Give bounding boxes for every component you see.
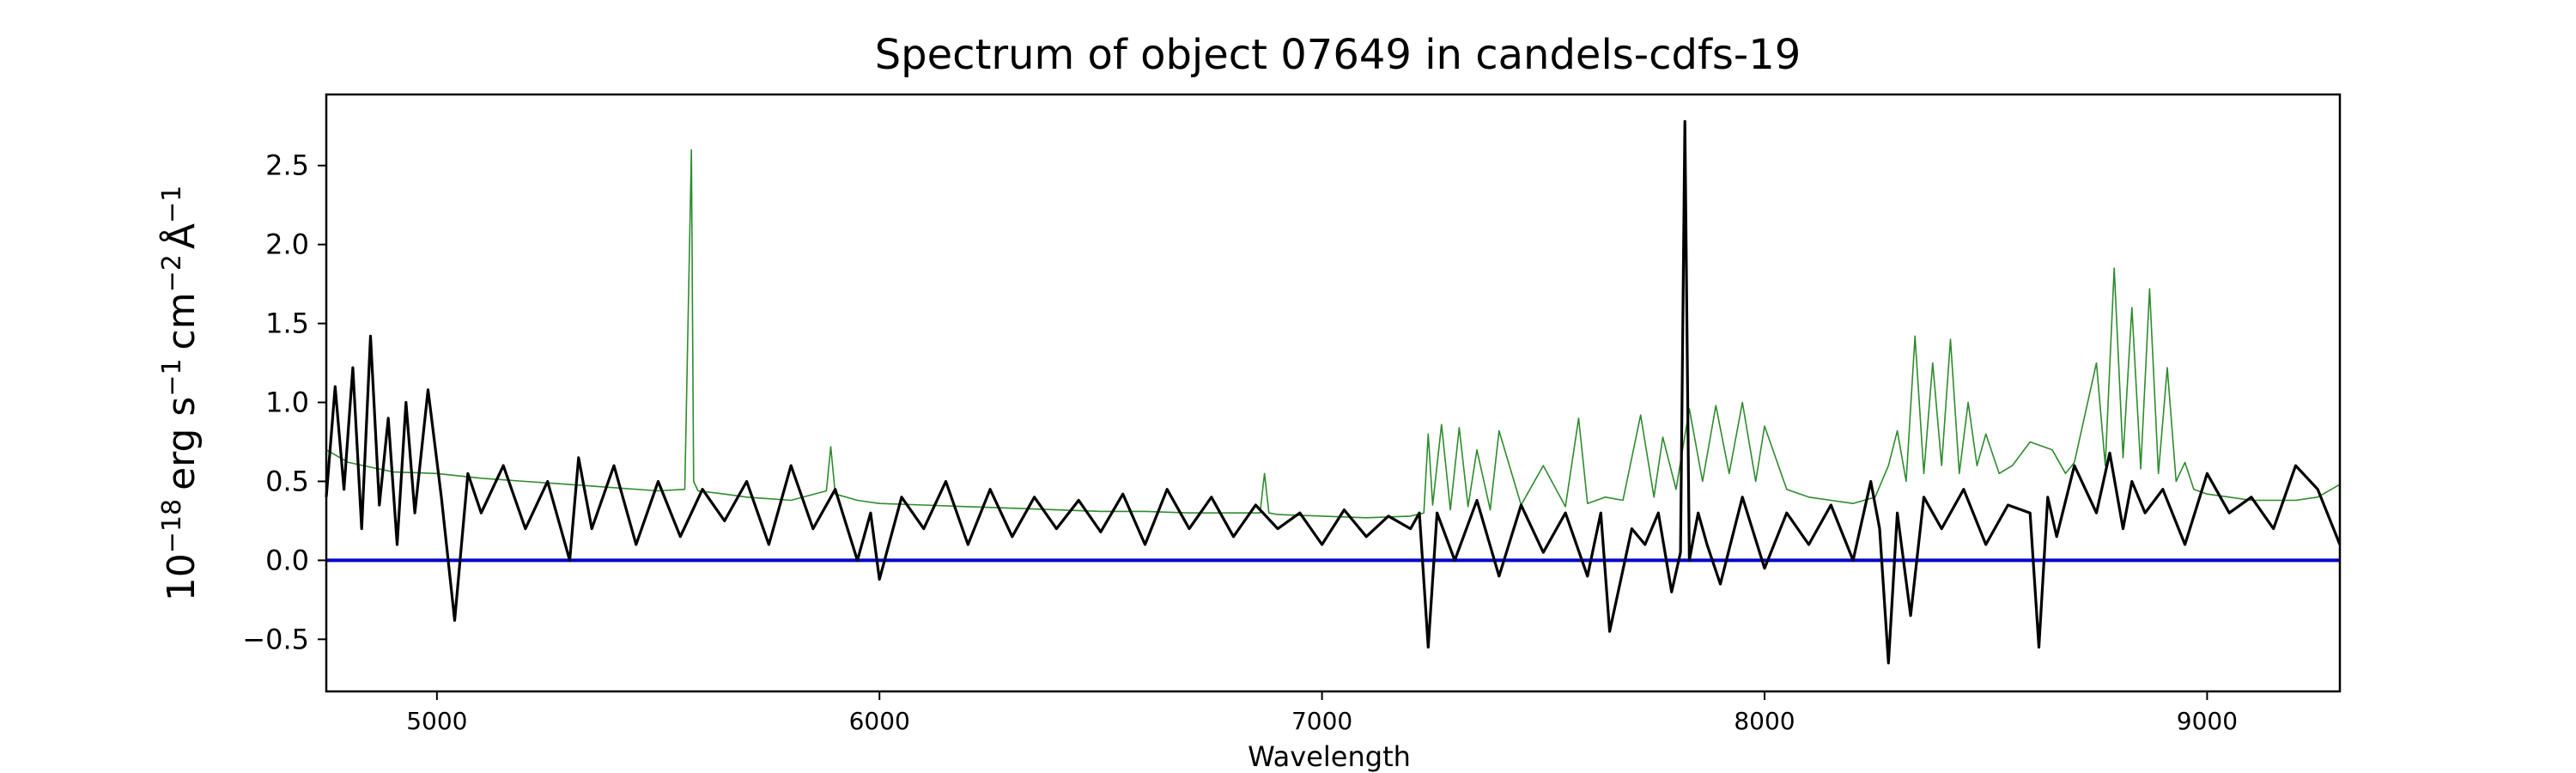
x-axis-label: Wavelength [1248,740,1411,773]
y-tick-label: 0.5 [265,465,309,497]
y-label-base: 10 [160,553,204,601]
series-layer [325,119,2342,665]
chart-title: Spectrum of object 07649 in candels-cdfs… [875,31,1801,79]
flux-series-line [325,119,2342,665]
x-tick-label: 6000 [849,707,910,735]
y-label-angstrom: Å [158,223,204,249]
y-axis: −0.5 0.0 0.5 1.0 1.5 2.0 2.5 [242,149,326,655]
x-tick-label: 9000 [2177,707,2238,735]
y-tick-label: 2.5 [265,149,309,182]
y-tick-label: 0.0 [265,544,309,576]
y-tick-label: 2.0 [265,228,309,261]
y-label-erg-s: erg s [160,397,204,490]
plot-background [326,94,2340,691]
x-axis: 5000 6000 7000 8000 9000 [406,691,2238,735]
y-label-s-exponent: −1 [157,358,187,396]
y-axis-label: 10−18erg s−1cm−2Å−1 [157,186,204,601]
x-tick-label: 8000 [1734,707,1795,735]
x-tick-label: 5000 [406,707,467,735]
y-label-angstrom-exponent: −1 [157,186,187,223]
y-tick-label: 1.5 [265,307,309,340]
y-tick-label: −0.5 [242,623,309,655]
error-series-line [325,149,2341,519]
plot-area [325,93,2342,693]
plot-frame [325,93,2342,693]
y-tick-label: 1.0 [265,386,309,419]
x-tick-label: 7000 [1291,707,1352,735]
y-label-base-exponent: −18 [157,499,187,553]
y-label-cm: cm [160,292,204,350]
y-label-cm-exponent: −2 [157,254,187,292]
